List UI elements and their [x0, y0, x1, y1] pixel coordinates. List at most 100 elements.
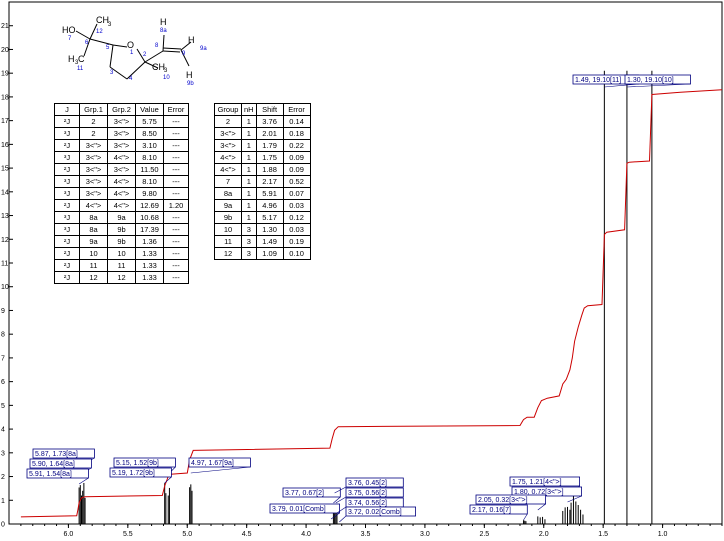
shift-cell: 1.09: [255, 247, 284, 260]
atom-label-o: O: [127, 40, 134, 50]
shift-cell: 3<">: [214, 127, 242, 140]
shift-table-header: Group nH Shift Error: [214, 103, 311, 116]
peak-label-text: 2.17, 0.16[7]: [472, 507, 511, 514]
shift-row: 12 3 1.09 0.10: [214, 247, 311, 260]
coupling-cell: ---: [163, 211, 189, 224]
shift-cell: 1.88: [255, 163, 284, 176]
y-tick-label: 20: [1, 47, 9, 54]
y-tick-label: 15: [1, 166, 9, 173]
peak-label-text: 1.30, 19.10[10]: [627, 77, 674, 84]
peak-label: 5.19, 1.72[9b]: [109, 467, 172, 484]
peak-label-text: 3.75, 0.56[2]: [348, 490, 387, 497]
coupling-row: ²J 2 3<"> 5.75 ---: [54, 115, 189, 128]
shift-cell: 0.09: [282, 151, 311, 164]
coupling-row: ³J 2 3<"> 8.50 ---: [54, 127, 189, 140]
y-tick-label: 8: [1, 332, 5, 339]
coupling-row: ²J 3<"> 3<"> 3.10 ---: [54, 139, 189, 152]
shift-cell: 1.30: [255, 223, 284, 236]
coupling-cell: 3.10: [135, 139, 164, 152]
peak-label: 2.17, 0.16[7]: [469, 504, 528, 521]
coupling-cell: 3<">: [79, 151, 108, 164]
x-tick-label: 3.0: [420, 531, 430, 538]
coupling-cell: ²J: [54, 139, 80, 152]
shift-row: 3<"> 1 1.79 0.22: [214, 139, 311, 152]
peak-label-box: [511, 486, 582, 497]
y-tick-label: 3: [1, 450, 5, 457]
peak-label-text: 2.05, 0.32[3<">]: [478, 497, 528, 504]
shift-cell: 0.52: [282, 175, 311, 188]
coupling-constant-table: J Grp.1 Grp.2 Value Error ²J 2 3<"> 5.75 --- ³J 2 3…: [54, 103, 189, 284]
coupling-cell: ---: [163, 151, 189, 164]
x-tick-label: 3.5: [361, 531, 371, 538]
y-tick-label: 17: [1, 118, 9, 125]
shift-cell: 0.22: [282, 139, 311, 152]
peak-label-box: [509, 476, 580, 487]
coupling-cell: ³J: [54, 211, 80, 224]
coupling-cell: 3<">: [79, 187, 108, 200]
atom-labels: HO CH 3 H C 3 O CH 3 H H H: [62, 15, 195, 80]
peak-label-connector: [567, 495, 582, 503]
coupling-row: ³J 8a 9a 10.68 ---: [54, 211, 189, 224]
y-tick-label: 12: [1, 237, 9, 244]
peak-label-text: 1.80, 0.72[3<">]: [514, 489, 564, 496]
shift-row: 7 1 2.17 0.52: [214, 175, 311, 188]
y-tick-label: 0: [1, 522, 5, 529]
peak-label-connector: [336, 506, 347, 514]
shift-row: 4<"> 1 1.88 0.09: [214, 163, 311, 176]
coupling-cell: ---: [163, 139, 189, 152]
shift-cell: 1: [241, 175, 257, 188]
x-tick-label: 1.0: [658, 531, 668, 538]
atom-label-ho: HO: [62, 25, 76, 35]
atom-number-5: 5: [106, 45, 110, 51]
atom-number-8: 8: [155, 43, 159, 49]
coupling-cell: ³J: [54, 151, 80, 164]
peak-label-box: [188, 457, 251, 468]
shift-cell: 3: [241, 235, 257, 248]
atom-label-ch3-10: CH: [152, 62, 165, 72]
coupling-cell: 8.50: [135, 127, 164, 140]
y-tick-label: 1: [1, 498, 5, 505]
peak-label-text: 5.87, 1.73[8a]: [35, 451, 78, 458]
y-tick-label: 5: [1, 403, 5, 410]
shift-header-cell: Shift: [255, 103, 284, 116]
coupling-cell: ²J: [54, 163, 80, 176]
x-tick-label: 5.0: [182, 531, 192, 538]
peak-label: 1.30, 19.10[10]: [624, 74, 691, 88]
coupling-cell: ---: [163, 187, 189, 200]
shift-row: 9a 1 4.96 0.03: [214, 199, 311, 212]
shift-cell: 1: [241, 127, 257, 140]
peak-label-text: 5.91, 1.54[8a]: [29, 471, 72, 478]
shift-header-cell: Group: [214, 103, 242, 116]
shift-cell: 9a: [214, 199, 242, 212]
shift-cell: 2.01: [255, 127, 284, 140]
x-tick-label: 5.5: [123, 531, 133, 538]
coupling-cell: 10.68: [135, 211, 164, 224]
y-tick-label: 6: [1, 379, 5, 386]
shift-row: 4<"> 1 1.75 0.09: [214, 151, 311, 164]
peak-label-text: 1.75, 1.21[4<">]: [512, 479, 562, 486]
shift-cell: 5.91: [255, 187, 284, 200]
coupling-cell: 11: [107, 259, 136, 272]
atom-number-12: 12: [96, 29, 103, 35]
y-tick-label: 11: [1, 261, 8, 268]
peak-label-box: [113, 457, 176, 468]
coupling-header-cell: Error: [163, 103, 189, 116]
y-tick-label: 13: [1, 213, 9, 220]
x-tick-label: 4.0: [301, 531, 311, 538]
shift-cell: 1: [241, 115, 257, 128]
shift-cell: 3<">: [214, 139, 242, 152]
peak-label-text: 3.77, 0.67[2]: [285, 490, 324, 497]
shift-cell: 1: [241, 187, 257, 200]
shift-cell: 7: [214, 175, 242, 188]
atom-number-8a: 8a: [160, 28, 167, 34]
atom-number-1: 1: [130, 50, 134, 56]
atom-number-11: 11: [77, 66, 84, 72]
shift-cell: 4.96: [255, 199, 284, 212]
y-tick-label: 4: [1, 427, 5, 434]
shift-cell: 1: [241, 163, 257, 176]
coupling-cell: 8a: [79, 211, 108, 224]
coupling-cell: 1.33: [135, 271, 164, 284]
atom-number-9b: 9b: [187, 81, 194, 87]
coupling-cell: 4<">: [107, 151, 136, 164]
peak-label-text: 5.90, 1.64[8a]: [32, 461, 75, 468]
